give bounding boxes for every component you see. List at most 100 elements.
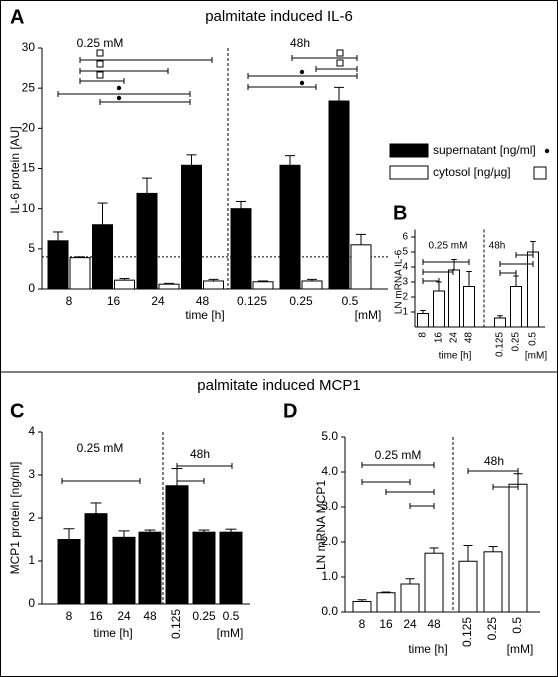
error-bar (97, 202, 108, 225)
y-tick-label: 1.0 (321, 569, 338, 583)
y-tick-label: 2.0 (321, 534, 338, 548)
error-bar (334, 86, 344, 102)
x-tick-label: 8 (66, 609, 73, 623)
panel-letter: B (393, 202, 407, 224)
bar (400, 583, 420, 613)
panel-letter: A (10, 6, 24, 28)
x-tick-label: 48 (143, 609, 157, 623)
bar (458, 560, 478, 613)
x-tick-label: 0.125 (237, 294, 267, 308)
y-tick-label: 0.0 (321, 604, 338, 618)
group-label: 0.25 mM (77, 441, 124, 455)
significance-square (336, 59, 344, 67)
y-tick-label: 25 (22, 80, 36, 94)
chart-title: palmitate induced MCP1 (197, 377, 360, 394)
legend-symbol (533, 166, 547, 180)
bar (510, 286, 522, 328)
group-label: 0.25 mM (429, 241, 468, 252)
y-tick-label: 5 (28, 241, 35, 255)
error-bar (451, 259, 457, 270)
group-label: 0.25 mM (375, 448, 422, 462)
error-bar (381, 591, 391, 593)
x-tick-label: 0.25 (511, 332, 522, 352)
y-tick-label: 0 (28, 596, 35, 610)
x-tick-label: 0.5 (510, 617, 524, 634)
significance-square (96, 60, 104, 68)
y-tick-label: 3.0 (321, 499, 338, 513)
bar (463, 286, 475, 328)
x-tick-label: 16 (434, 332, 445, 344)
significance-square (96, 71, 104, 79)
group-label: 48h (290, 36, 310, 50)
x-tick-label: 48 (196, 294, 210, 308)
y-tick-label: 1 (402, 307, 408, 318)
y-tick-label: 6 (402, 232, 408, 243)
bar (69, 257, 91, 290)
x-tick-label: 0.125 (460, 617, 474, 647)
x-tick-label: 16 (107, 294, 121, 308)
error-bar (420, 310, 426, 314)
y-tick-label: 4 (28, 424, 35, 438)
x-tick-label: 24 (117, 609, 131, 623)
error-bar (513, 275, 519, 287)
bar (352, 601, 372, 613)
error-bar (497, 315, 503, 318)
x-tick-label: 0.125 (169, 609, 183, 639)
y-axis-label: MCP1 protein [ng/ml] (8, 462, 22, 575)
error-bar (405, 578, 415, 584)
y-axis-label: IL-6 protein [AU] (8, 126, 22, 213)
x-tick-label: 0.25 (289, 294, 313, 308)
legend-swatch (389, 143, 429, 158)
error-bar (90, 502, 102, 514)
x-axis-label: time [h] (408, 642, 447, 656)
error-bar (236, 200, 246, 209)
y-tick-label: 20 (22, 121, 36, 135)
x-tick-label: 0.5 (528, 332, 539, 346)
bar (494, 317, 506, 328)
error-bar (285, 155, 295, 166)
y-tick-label: 2 (402, 292, 408, 303)
bar (165, 485, 189, 605)
bar (57, 539, 81, 605)
significance-square (336, 49, 344, 57)
x-axis-label: time [h] (439, 351, 472, 362)
error-bar (429, 547, 439, 554)
error-bar (530, 241, 536, 252)
y-tick-label: 10 (22, 201, 36, 215)
bar (230, 208, 252, 290)
bar (376, 592, 396, 613)
bar (47, 240, 69, 290)
bar (192, 531, 216, 605)
bar (203, 280, 224, 290)
bar (350, 244, 372, 290)
y-tick-label: 2 (28, 510, 35, 524)
x-tick-label: 24 (403, 617, 417, 631)
legend-label: supernatant [ng/ml] (433, 143, 536, 157)
bar (301, 280, 323, 290)
error-bar (164, 282, 174, 285)
y-tick-label: 5.0 (321, 429, 338, 443)
panel-letter: D (283, 400, 297, 422)
x-axis-label: [mM] (525, 351, 547, 362)
y-tick-label: 15 (22, 161, 36, 175)
bar (328, 100, 350, 290)
bar (84, 513, 108, 605)
bar (279, 164, 301, 290)
bar (181, 164, 202, 290)
error-bar (53, 231, 63, 241)
x-tick-label: 48 (464, 332, 475, 344)
error-bar (119, 278, 130, 281)
error-bar (75, 256, 85, 258)
y-tick-label: 4.0 (321, 464, 338, 478)
error-bar (307, 278, 317, 281)
error-bar (186, 154, 197, 166)
group-label: 48h (484, 454, 504, 468)
group-label: 0.25 mM (77, 36, 124, 50)
x-tick-label: 0.5 (342, 294, 359, 308)
y-axis-label: LN mRNA IL-6 (394, 249, 405, 314)
error-bar (63, 528, 75, 540)
x-tick-label: 16 (379, 617, 393, 631)
y-tick-label: 30 (22, 40, 36, 54)
error-bar (488, 546, 498, 552)
